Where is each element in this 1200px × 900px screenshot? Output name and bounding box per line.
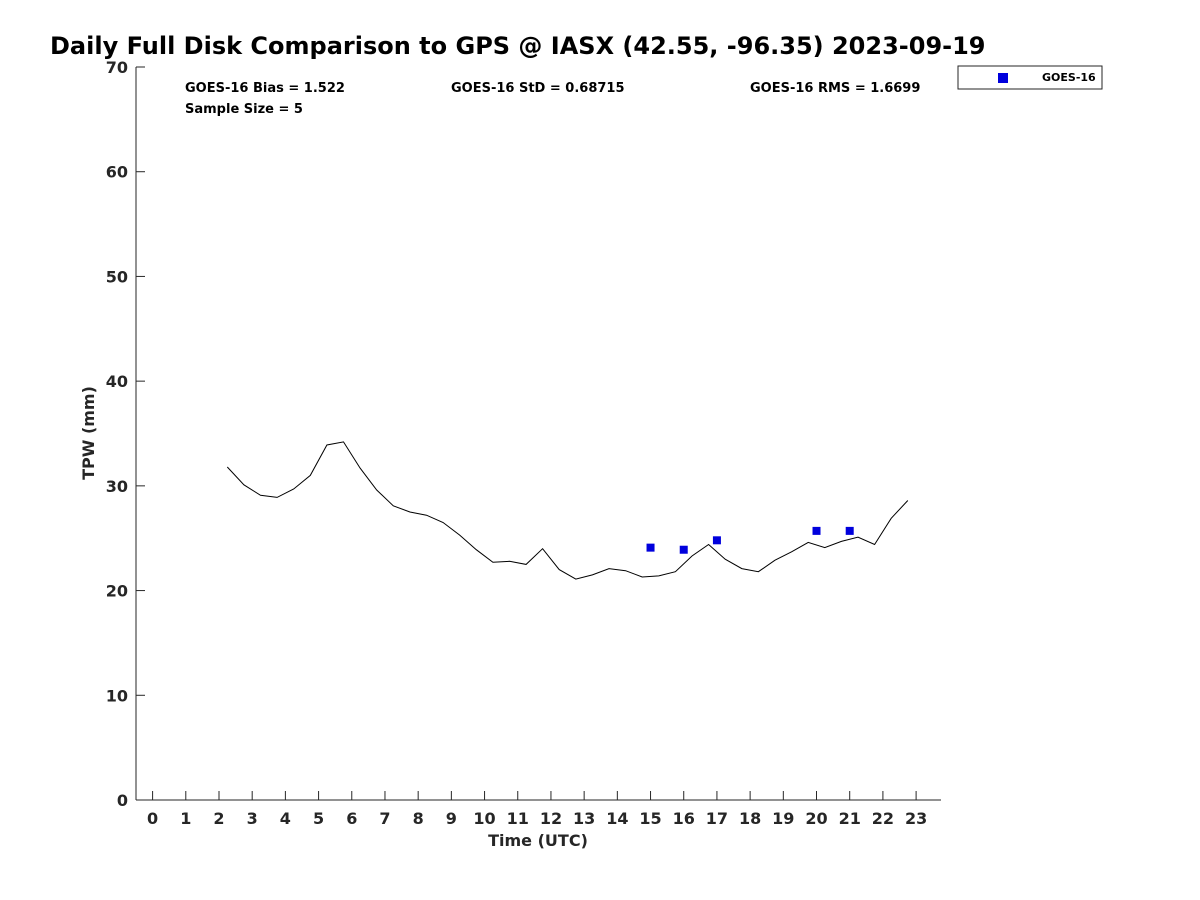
y-tick-label: 50 [106, 267, 128, 286]
x-tick-label: 13 [573, 809, 595, 828]
x-tick-label: 21 [839, 809, 861, 828]
x-tick-label: 7 [379, 809, 390, 828]
y-tick-label: 70 [106, 58, 128, 77]
axes [135, 66, 941, 801]
x-tick-label: 19 [772, 809, 794, 828]
y-tick-label: 20 [106, 582, 128, 601]
goes16-point [679, 545, 688, 554]
stat-sample-size: Sample Size = 5 [185, 102, 303, 117]
x-tick-label: 23 [905, 809, 927, 828]
y-tick-label: 30 [106, 477, 128, 496]
x-tick-label: 0 [147, 809, 158, 828]
x-tick-label: 6 [346, 809, 357, 828]
x-tick-label: 17 [706, 809, 728, 828]
y-tick-label: 0 [117, 791, 128, 810]
y-tick-label: 10 [106, 686, 128, 705]
x-tick-label: 5 [313, 809, 324, 828]
legend: GOES-16 [957, 65, 1103, 90]
stat-rms: GOES-16 RMS = 1.6699 [750, 81, 920, 96]
x-tick-label: 11 [507, 809, 529, 828]
x-tick-label: 15 [639, 809, 661, 828]
x-tick-label: 3 [247, 809, 258, 828]
x-tick-label: 1 [180, 809, 191, 828]
x-tick-label: 10 [473, 809, 495, 828]
stat-bias: GOES-16 Bias = 1.522 [185, 81, 345, 96]
x-tick-label: 22 [872, 809, 894, 828]
legend-marker [998, 73, 1008, 83]
x-tick-label: 2 [213, 809, 224, 828]
x-tick-label: 9 [446, 809, 457, 828]
chart-title: Daily Full Disk Comparison to GPS @ IASX… [50, 32, 986, 60]
y-axis-label: TPW (mm) [79, 386, 98, 480]
stat-std: GOES-16 StD = 0.68715 [451, 81, 625, 96]
y-tick-label: 40 [106, 372, 128, 391]
tick-labels: 0 1 2 3 4 5 6 7 8 9 10 11 12 13 14 15 16 17 18 19 20 21 22 2301… [106, 58, 928, 828]
plot-area [226, 441, 909, 580]
legend-label: GOES-16 [1042, 71, 1096, 84]
x-tick-label: 12 [540, 809, 562, 828]
legend-box [957, 65, 1103, 90]
x-tick-label: 20 [805, 809, 827, 828]
x-axis-label: Time (UTC) [488, 831, 588, 850]
x-tick-label: 8 [413, 809, 424, 828]
x-tick-label: 14 [606, 809, 628, 828]
x-tick-label: 4 [280, 809, 291, 828]
gps-tpw-line [226, 441, 909, 580]
x-tick-label: 18 [739, 809, 761, 828]
goes16-point [845, 526, 854, 535]
goes16-point [646, 543, 655, 552]
x-tick-label: 16 [673, 809, 695, 828]
goes16-point [712, 536, 721, 545]
goes16-point [812, 526, 821, 535]
y-tick-label: 60 [106, 163, 128, 182]
